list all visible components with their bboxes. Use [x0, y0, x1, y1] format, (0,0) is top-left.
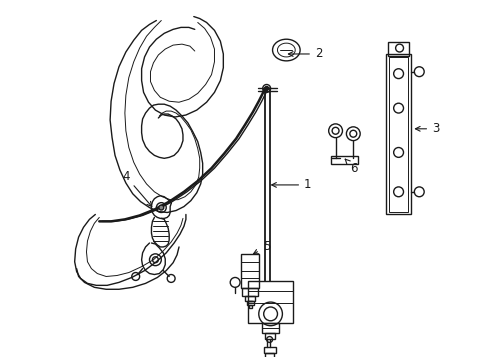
- Text: 5: 5: [253, 240, 269, 254]
- Circle shape: [264, 86, 268, 90]
- Bar: [263, 347, 275, 353]
- Bar: [330, 156, 358, 164]
- Bar: [387, 42, 408, 56]
- Text: 6: 6: [345, 159, 357, 175]
- Bar: [248, 305, 251, 308]
- Bar: [247, 282, 293, 323]
- Bar: [246, 301, 253, 305]
- Text: 3: 3: [415, 122, 439, 135]
- Text: 1: 1: [271, 179, 311, 192]
- Bar: [241, 254, 258, 288]
- Bar: [244, 296, 254, 301]
- Bar: [388, 57, 407, 212]
- Bar: [242, 288, 257, 296]
- Text: 2: 2: [288, 48, 322, 60]
- Bar: [264, 353, 273, 358]
- Circle shape: [159, 205, 163, 210]
- Bar: [261, 323, 279, 333]
- Text: 4: 4: [122, 170, 151, 207]
- Bar: [264, 333, 274, 338]
- Bar: [385, 54, 410, 215]
